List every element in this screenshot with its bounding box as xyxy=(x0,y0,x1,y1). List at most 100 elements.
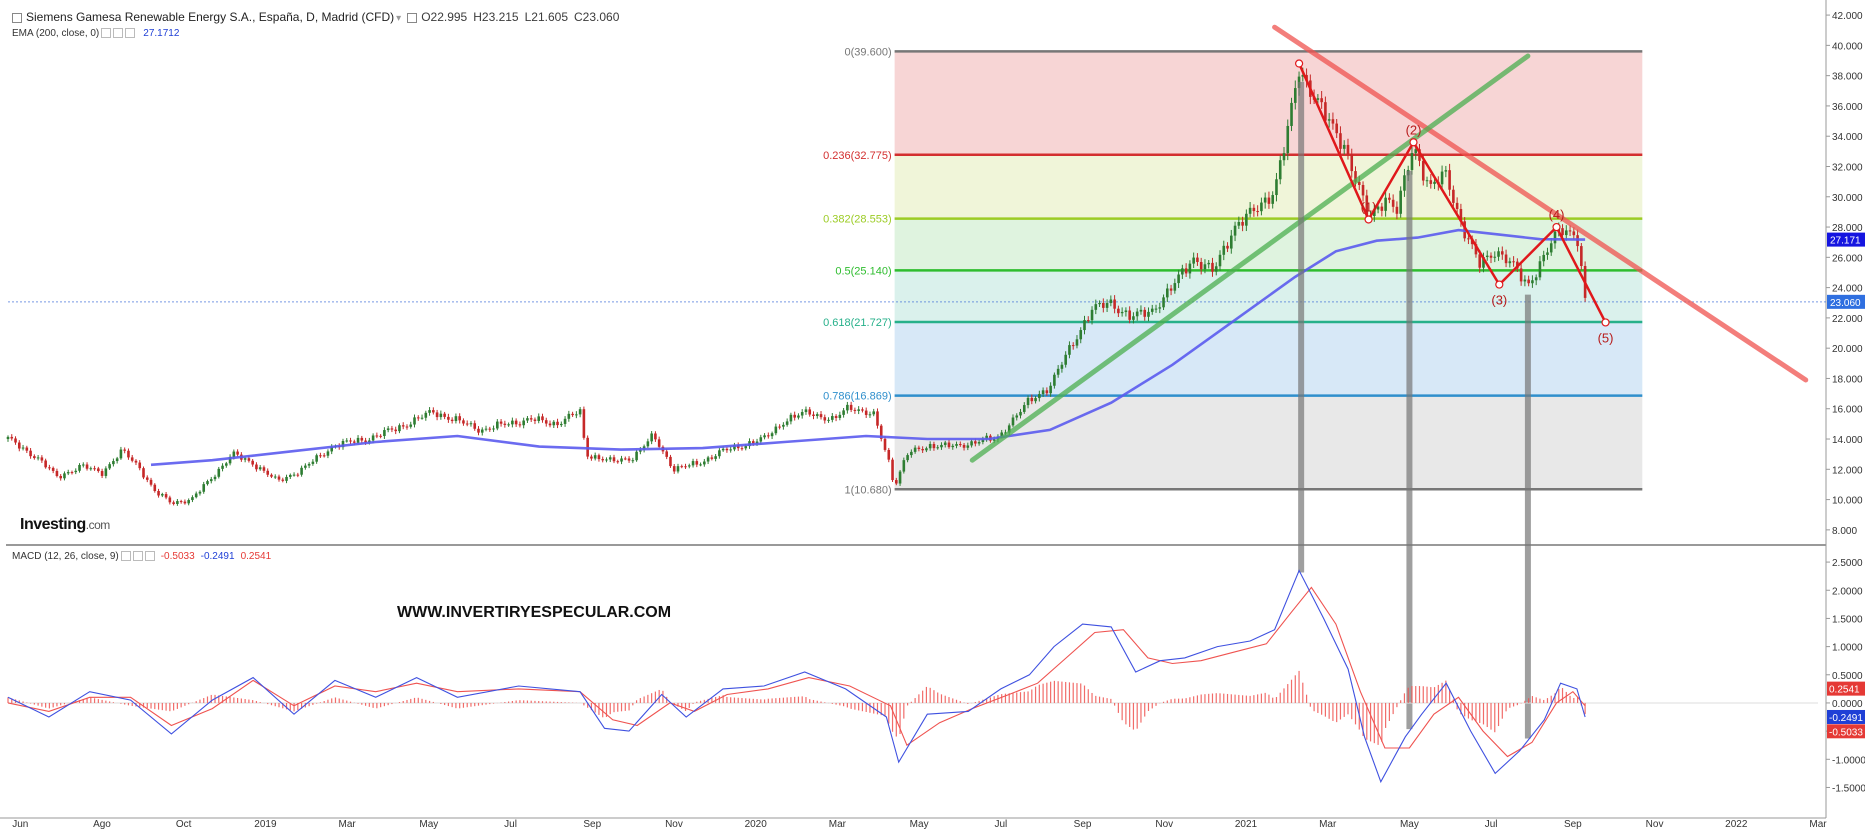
candle-body xyxy=(1192,257,1195,264)
wave-point[interactable] xyxy=(1409,138,1418,147)
wave-point[interactable] xyxy=(1601,318,1610,327)
candle-body xyxy=(1410,153,1414,170)
elliott-wave-path[interactable] xyxy=(1297,62,1607,323)
candle-body xyxy=(1128,310,1131,320)
candle-body xyxy=(465,423,469,425)
price-tick-label: 8.000 xyxy=(1832,526,1857,537)
settings-icon[interactable] xyxy=(407,12,418,23)
candle-body xyxy=(699,464,702,466)
candle-body xyxy=(29,450,32,457)
candle-body xyxy=(1162,297,1165,308)
candle-body xyxy=(623,458,627,460)
candle-body xyxy=(797,415,800,418)
wave-label: (1) xyxy=(1361,199,1377,214)
collapse-icon[interactable] xyxy=(12,12,22,23)
fib-zone xyxy=(894,395,1643,490)
candle-body xyxy=(462,420,465,424)
candle-body xyxy=(322,455,326,457)
candle-body xyxy=(1064,354,1067,365)
candle-body xyxy=(974,441,977,444)
candle-body xyxy=(164,494,168,498)
time-tick-label: 2019 xyxy=(254,819,277,830)
candle-body xyxy=(1527,279,1530,284)
candle-body xyxy=(1342,144,1346,149)
candle-body xyxy=(221,465,224,469)
candle-body xyxy=(447,416,450,420)
candle-body xyxy=(285,476,288,481)
candle-body xyxy=(288,474,292,477)
candle-body xyxy=(496,421,499,429)
eye-icon[interactable] xyxy=(120,551,131,562)
candle-body xyxy=(1346,144,1350,155)
candle-body xyxy=(304,465,307,468)
candle-body xyxy=(70,472,74,474)
candle-body xyxy=(270,474,273,477)
trendline-support[interactable] xyxy=(969,53,1531,463)
candle-body xyxy=(1015,415,1019,418)
time-tick-label: Jul xyxy=(994,819,1007,830)
wave-point[interactable] xyxy=(1364,215,1373,224)
candle-body xyxy=(277,476,281,480)
candle-body xyxy=(849,404,853,410)
chevron-down-icon[interactable]: ▾ xyxy=(396,13,402,24)
candle-body xyxy=(703,461,706,465)
candle-body xyxy=(33,456,36,459)
candle-body xyxy=(1154,308,1158,310)
ema-legend[interactable]: EMA (200, close, 0) 27.1712 xyxy=(12,28,179,39)
candle-body xyxy=(541,416,544,421)
candle-body xyxy=(228,456,232,464)
candle-body xyxy=(360,437,364,441)
candle-body xyxy=(168,497,172,503)
candle-body xyxy=(616,461,620,463)
wave-point[interactable] xyxy=(1552,222,1561,232)
macd-signal-line[interactable] xyxy=(7,586,1586,758)
candle-body xyxy=(484,428,488,430)
candle-body xyxy=(1267,197,1271,204)
candle-body xyxy=(1316,98,1320,100)
candle-body xyxy=(315,455,318,462)
macd-legend[interactable]: MACD (12, 26, close, 9) -0.5033 -0.2491 0.2… xyxy=(12,551,271,562)
time-tick-label: Ago xyxy=(93,819,111,830)
candle-body xyxy=(1354,171,1357,182)
candle-body xyxy=(1564,230,1568,236)
candle-body xyxy=(262,467,266,471)
eye-icon[interactable] xyxy=(101,28,112,39)
candle-body xyxy=(507,424,510,426)
candle-body xyxy=(872,411,876,415)
candle-body xyxy=(1079,330,1083,340)
close-icon[interactable] xyxy=(125,28,136,39)
trendline-resistance[interactable] xyxy=(1272,24,1809,383)
candle-body xyxy=(81,464,85,466)
candle-body xyxy=(1260,202,1263,212)
candle-body xyxy=(714,456,717,459)
close-icon[interactable] xyxy=(144,551,155,562)
wave-point[interactable] xyxy=(1495,280,1504,289)
candle-body xyxy=(1293,88,1297,103)
candle-body xyxy=(127,450,130,458)
candle-body xyxy=(1553,231,1557,244)
candle-body xyxy=(1504,254,1508,264)
gear-icon[interactable] xyxy=(132,551,143,562)
gear-icon[interactable] xyxy=(113,28,124,39)
candle-body xyxy=(413,417,416,425)
macd-tick-label: 2.0000 xyxy=(1832,586,1863,597)
wave-point[interactable] xyxy=(1295,59,1304,68)
candle-body xyxy=(1245,213,1248,226)
wave-label: (3) xyxy=(1491,293,1507,308)
candle-body xyxy=(1324,102,1327,121)
candle-body xyxy=(1068,345,1071,355)
candle-body xyxy=(416,417,420,419)
candle-body xyxy=(861,409,864,411)
watermark: WWW.INVERTIRYESPECULAR.COM xyxy=(397,604,672,621)
ema-200-line[interactable] xyxy=(150,228,1586,467)
candle-body xyxy=(1218,254,1222,267)
candle-body xyxy=(1542,254,1546,262)
candle-body xyxy=(1339,133,1342,149)
fib-level-label: 0.618(21.727) xyxy=(823,317,892,329)
macd-tag-label: -0.5033 xyxy=(1829,727,1863,738)
candle-body xyxy=(943,442,947,445)
candle-body xyxy=(1188,263,1192,274)
macd-line[interactable] xyxy=(7,569,1586,784)
candle-body xyxy=(1271,195,1274,204)
